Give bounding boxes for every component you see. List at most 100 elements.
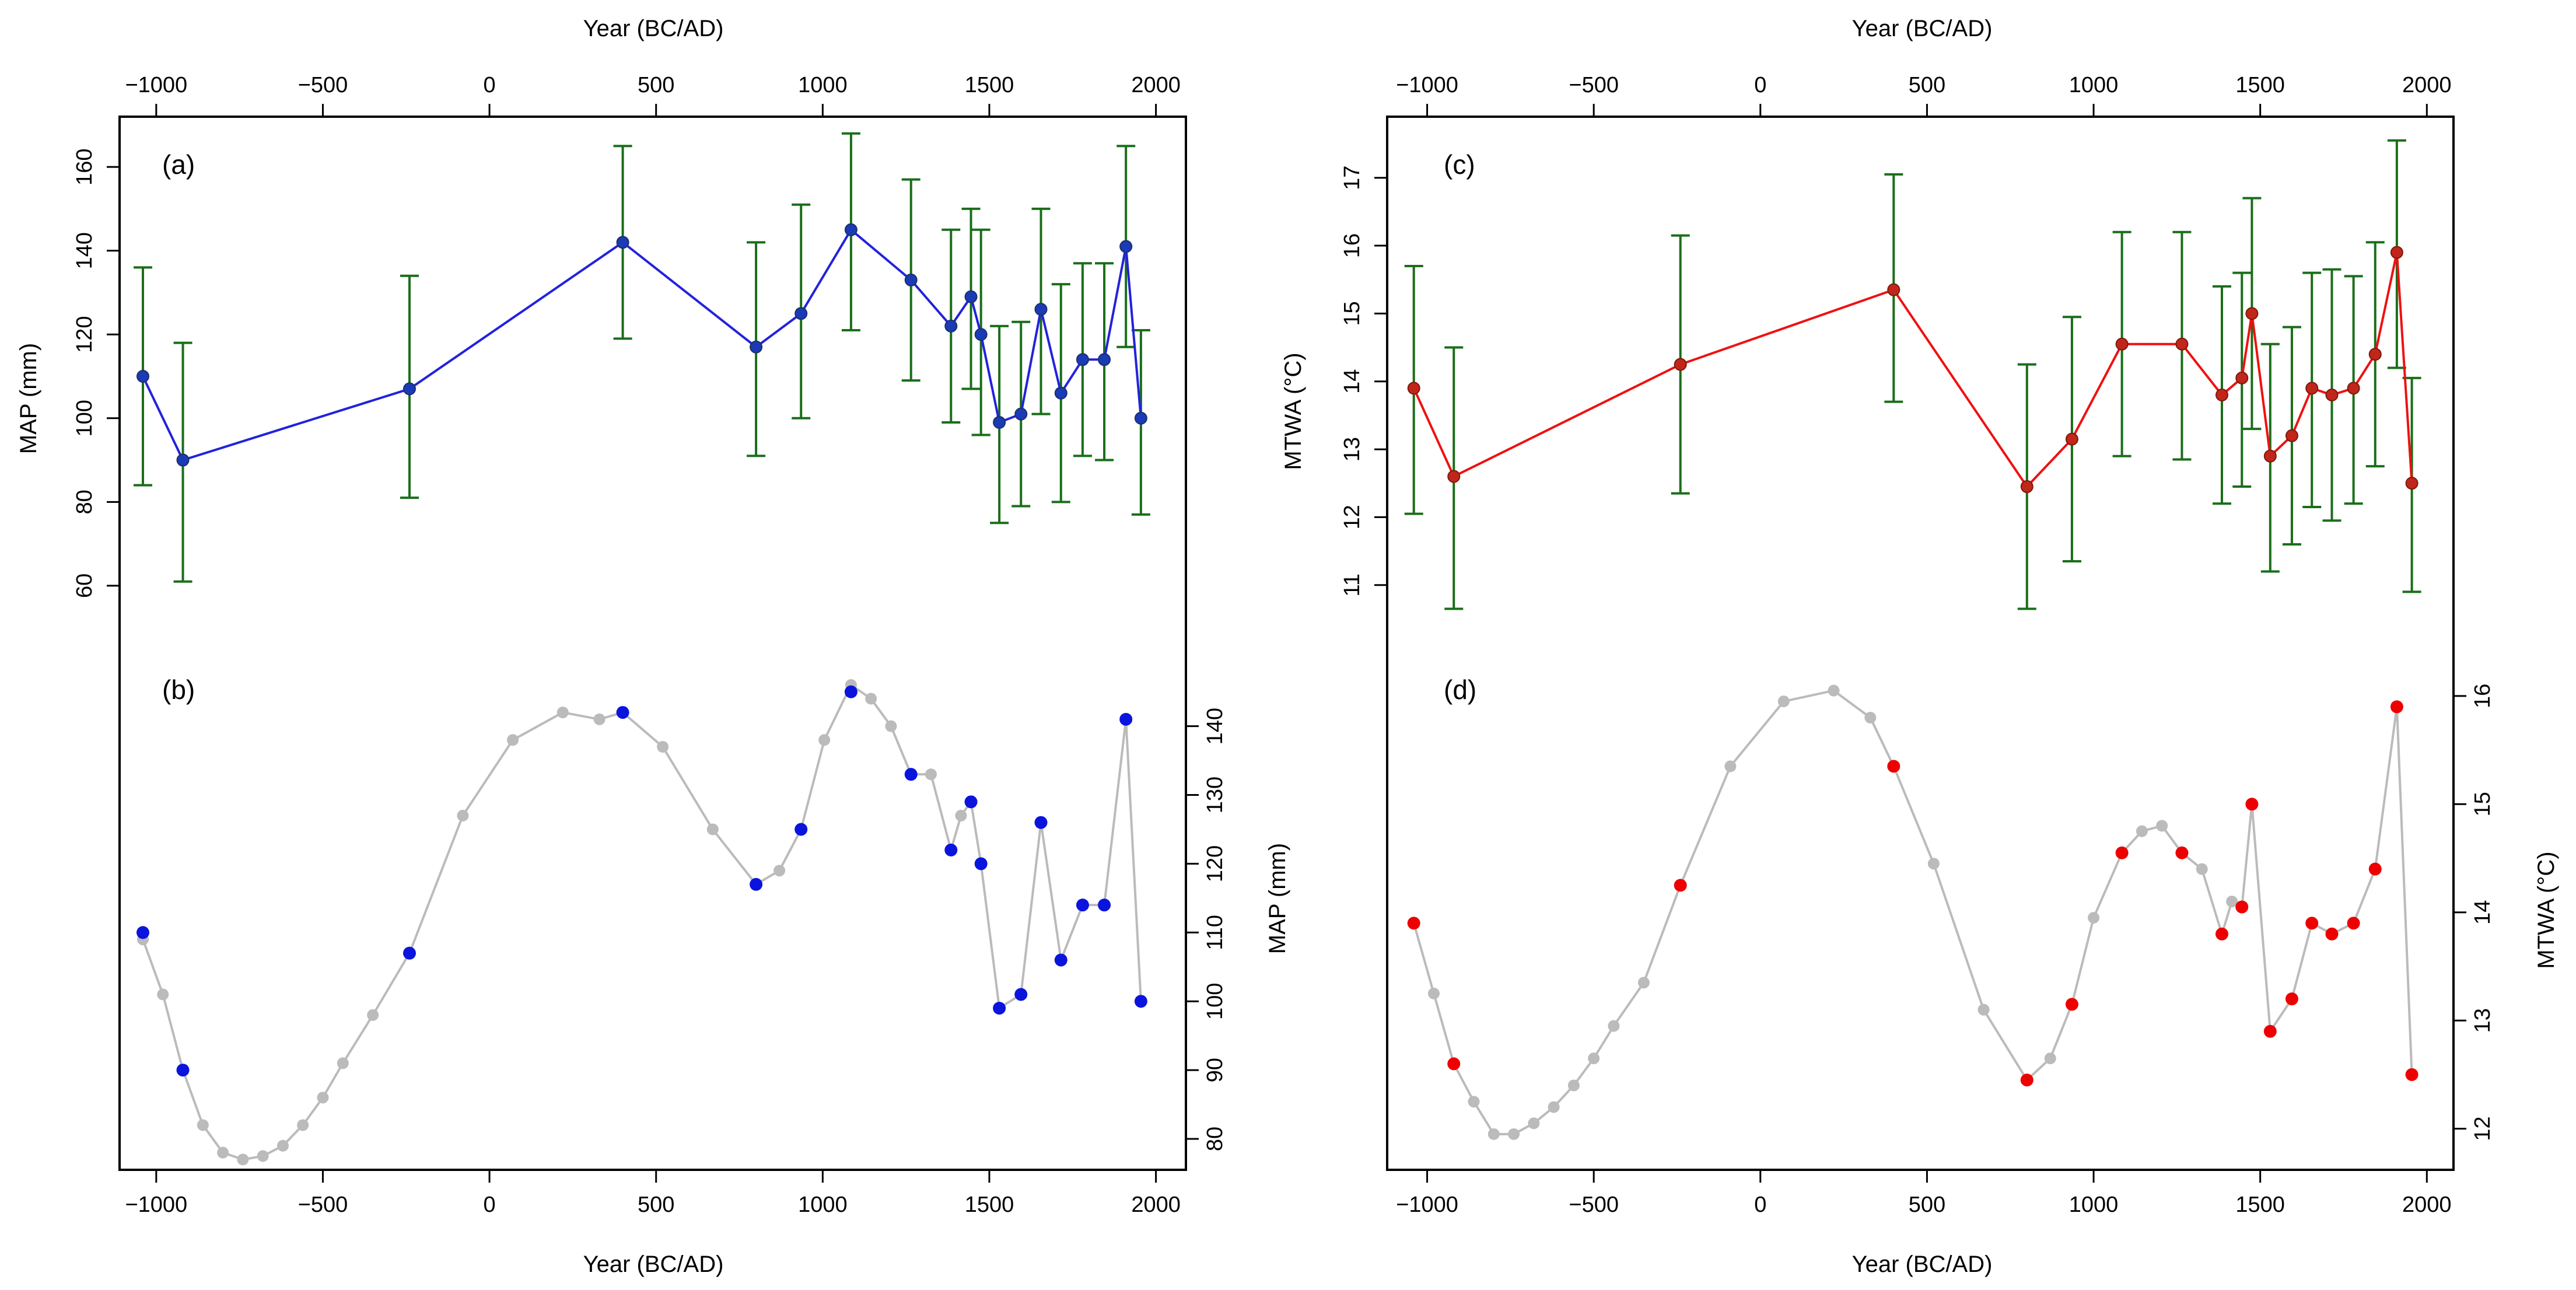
smoothed-point [865, 693, 877, 705]
smoothed-point [1548, 1101, 1560, 1113]
series-line [1412, 252, 2413, 489]
reconstruction-point [1887, 760, 1901, 773]
left-a-y-title: MAP (mm) [16, 343, 41, 454]
y-tick-label: 80 [1203, 1127, 1227, 1151]
bottom-x-tick-label: −1000 [1396, 1193, 1458, 1217]
smoothed-point [556, 707, 569, 719]
data-point [136, 370, 149, 383]
top-x-tick-label: 500 [1909, 73, 1945, 97]
smoothed-point [1608, 1020, 1620, 1032]
smoothed-point [2226, 896, 2238, 908]
data-point [1098, 353, 1111, 366]
reconstruction-point [2215, 927, 2228, 941]
data-point [402, 382, 416, 396]
smoothed-point [1567, 1079, 1580, 1092]
smoothed-point [885, 720, 897, 732]
top-x-tick-label: 1500 [2235, 73, 2285, 97]
smoothed-point [657, 741, 669, 753]
y-tick-label: 11 [1340, 574, 1364, 596]
right-chart: −1000 −500 0 500 1000 1500 2000 −1000 −500 0 500 1… [1280, 16, 2559, 1277]
data-point [2390, 246, 2403, 259]
left-chart: −1000 −500 0 500 1000 1500 2000 −1000 −500 0 500 1… [16, 16, 1290, 1277]
right-c-plot [1404, 139, 2421, 610]
smoothed-point [237, 1153, 249, 1166]
smoothed-point [337, 1057, 349, 1069]
data-point [1134, 411, 1147, 425]
smoothed-point [2088, 911, 2100, 924]
right-top-x-title: Year (BC/AD) [1852, 16, 1993, 41]
smoothed-point [157, 988, 169, 1001]
bottom-x-tick-label: 2000 [1131, 1193, 1181, 1217]
bottom-x-tick-label: 1500 [965, 1193, 1014, 1217]
bottom-x-tick-label: −1000 [125, 1193, 187, 1217]
reconstruction-point [402, 946, 416, 960]
right-c-y-axis: 11 12 13 14 15 16 17 [1340, 166, 1387, 596]
reconstruction-point [1674, 879, 1687, 892]
top-x-tick-label: 500 [638, 73, 674, 97]
bottom-x-tick-label: 0 [484, 1193, 496, 1217]
bottom-x-tick-label: 0 [1754, 1193, 1766, 1217]
reconstruction-point [2347, 917, 2360, 930]
reconstruction-point [904, 768, 918, 781]
smoothed-point [1724, 760, 1737, 772]
smoothed-point [1927, 858, 1940, 870]
reconstruction-point [844, 685, 858, 698]
data-point [2305, 382, 2319, 395]
reconstruction-point [2115, 846, 2129, 859]
y-tick-label: 100 [72, 400, 97, 436]
reconstruction-point [2405, 1068, 2418, 1081]
data-point [1119, 240, 1133, 253]
data-point [2235, 371, 2249, 384]
panel-label-a: (a) [162, 149, 195, 180]
reconstruction-point [944, 843, 958, 856]
y-tick-label: 13 [1340, 437, 1364, 462]
smoothed-point [1528, 1117, 1540, 1130]
y-tick-label: 130 [1203, 777, 1227, 813]
data-point [944, 319, 958, 333]
right-d-plot [1407, 684, 2418, 1140]
reconstruction-point [964, 795, 978, 809]
reconstruction-point [794, 823, 808, 836]
bottom-x-tick-label: 500 [638, 1193, 674, 1217]
right-bottom-x-axis: −1000 −500 0 500 1000 1500 2000 [1396, 1170, 2452, 1217]
reconstruction-point [1098, 899, 1111, 912]
top-x-tick-label: −500 [1569, 73, 1619, 97]
data-point [993, 415, 1006, 429]
data-point [2020, 480, 2034, 494]
left-b-plot [136, 679, 1147, 1166]
reconstruction-point [2305, 917, 2319, 930]
left-bottom-x-title: Year (BC/AD) [583, 1251, 724, 1277]
y-tick-label: 110 [1203, 915, 1227, 950]
data-point [844, 223, 858, 236]
data-point [2347, 382, 2360, 395]
top-x-tick-label: −1000 [125, 73, 187, 97]
right-c-y-title: MTWA (°C) [1280, 352, 1306, 470]
right-d-y-title: MTWA (°C) [2533, 851, 2559, 969]
reconstruction-point [2368, 862, 2382, 876]
y-tick-label: 12 [2470, 1116, 2495, 1141]
data-point [1887, 283, 1901, 296]
smoothed-point [276, 1139, 289, 1152]
reconstruction-point [1054, 953, 1068, 967]
reconstruction-point [1447, 1057, 1461, 1071]
bottom-x-tick-label: 1000 [798, 1193, 848, 1217]
reconstruction-point [2175, 846, 2189, 859]
top-x-tick-label: 1000 [2069, 73, 2119, 97]
smoothed-point [457, 809, 469, 821]
y-tick-label: 140 [72, 232, 97, 269]
reconstruction-point [1134, 995, 1147, 1008]
y-tick-label: 120 [1203, 845, 1227, 882]
reconstruction-point [1407, 917, 1420, 930]
smoothed-point [1468, 1096, 1480, 1108]
panel-label-c: (c) [1444, 149, 1475, 180]
bottom-x-tick-label: −500 [298, 1193, 348, 1217]
reconstruction-point [1014, 988, 1028, 1001]
reconstruction-point [2263, 1025, 2277, 1038]
y-tick-label: 14 [1340, 369, 1364, 394]
reconstruction-point [1119, 712, 1133, 726]
smoothed-point [2196, 863, 2208, 875]
reconstruction-point [2245, 798, 2259, 811]
smoothed-point [925, 768, 937, 781]
data-point [2368, 348, 2382, 361]
